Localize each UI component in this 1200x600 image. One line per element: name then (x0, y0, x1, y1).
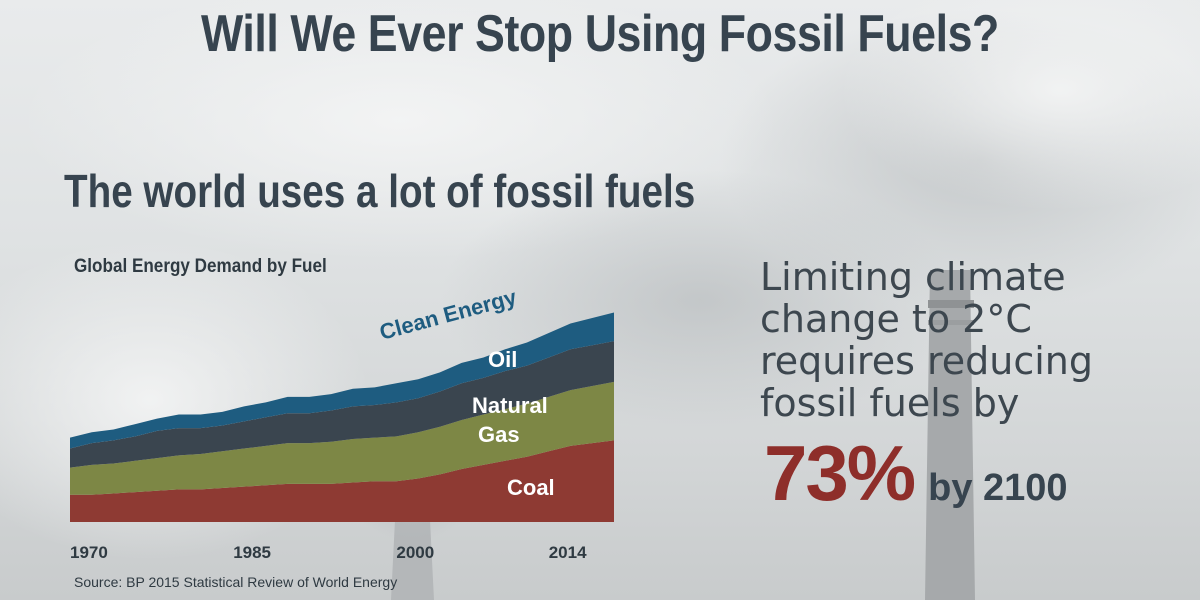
area-natural-gas (70, 381, 614, 495)
series-label-natural-gas-line2: Gas (478, 422, 520, 447)
stat-suffix: by 2100 (928, 467, 1068, 509)
series-label-clean-energy: Clean Energy (377, 284, 520, 345)
x-tick-label: 2000 (396, 543, 434, 562)
climate-message: Limiting climate change to 2°C requires … (760, 256, 1190, 424)
series-label-natural-gas-line1: Natural (472, 393, 548, 418)
series-label-oil: Oil (488, 347, 517, 372)
chart-title: Global Energy Demand by Fuel (74, 256, 327, 277)
page-subtitle: The world uses a lot of fossil fuels (64, 165, 696, 217)
chart-source: Source: BP 2015 Statistical Review of Wo… (74, 574, 398, 590)
stat-value: 73% (764, 429, 916, 517)
reduction-stat: 73% by 2100 (764, 428, 1068, 519)
area-coal (70, 440, 614, 522)
chart-x-ticks: 1970 1985 2000 2014 (70, 543, 587, 562)
x-tick-label: 1985 (233, 543, 271, 562)
area-clean-energy (70, 312, 614, 449)
message-line-3: requires reducing (760, 339, 1094, 383)
message-line-4: fossil fuels by (760, 381, 1020, 425)
x-tick-label: 2014 (549, 543, 587, 562)
series-label-coal: Coal (507, 475, 555, 500)
area-oil (70, 341, 614, 468)
page-title: Will We Ever Stop Using Fossil Fuels? (201, 5, 999, 63)
message-line-2: change to 2°C (760, 297, 1032, 341)
chart-areas (70, 312, 614, 522)
x-tick-label: 1970 (70, 543, 108, 562)
message-line-1: Limiting climate (760, 255, 1066, 299)
